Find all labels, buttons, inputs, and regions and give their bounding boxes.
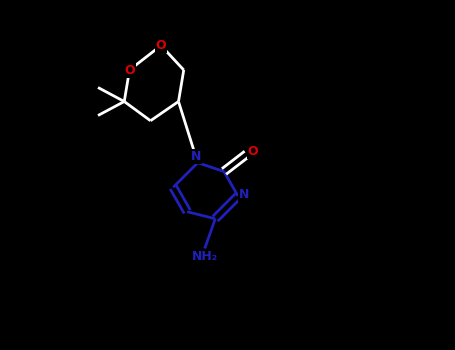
Text: N: N (191, 150, 201, 163)
Text: O: O (156, 39, 167, 52)
Text: O: O (248, 145, 258, 158)
Text: O: O (124, 63, 135, 77)
Text: NH₂: NH₂ (192, 250, 218, 263)
Text: N: N (239, 188, 249, 202)
